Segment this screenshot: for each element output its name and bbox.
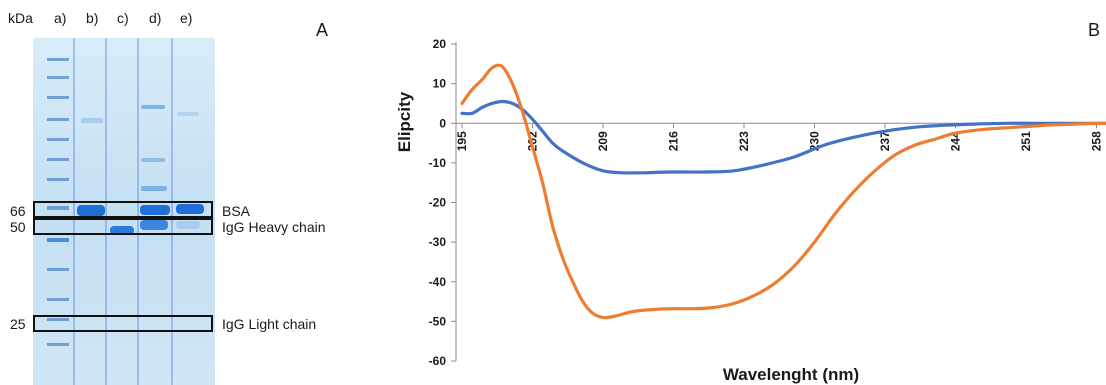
- gel-image: [33, 38, 215, 385]
- lane-header-a: a): [54, 10, 67, 26]
- y-tick-label: -30: [429, 235, 447, 249]
- series-blue-line: [460, 99, 1106, 175]
- lane-header-b: b): [86, 10, 99, 26]
- light-chain-band-box: [33, 315, 213, 332]
- x-tick-label: 244: [949, 131, 963, 151]
- x-tick-label: 237: [878, 131, 892, 151]
- y-tick-label: -60: [429, 354, 447, 368]
- marker-50: 50: [10, 219, 26, 235]
- y-tick-label: 10: [433, 77, 447, 91]
- x-tick-label: 251: [1019, 131, 1033, 151]
- label-igg-heavy-chain: IgG Heavy chain: [222, 219, 326, 235]
- lane-header-d: d): [149, 10, 162, 26]
- x-tick-label: 223: [737, 131, 751, 151]
- x-tick-label: 258: [1090, 131, 1104, 151]
- y-tick-label: -20: [429, 196, 447, 210]
- lane-header-kda: kDa: [8, 10, 33, 26]
- heavy-chain-band-box: [33, 218, 213, 235]
- bsa-band-box: [33, 201, 213, 218]
- y-tick-label: -10: [429, 156, 447, 170]
- marker-25: 25: [10, 316, 26, 332]
- panel-letter-b: B: [1088, 20, 1101, 40]
- x-tick-label: 195: [455, 131, 469, 151]
- lane-header-c: c): [117, 10, 129, 26]
- label-igg-light-chain: IgG Light chain: [222, 316, 317, 332]
- label-bsa: BSA: [222, 203, 251, 219]
- cd-spectrum-chart: Elipcity Wavelenght (nm) 20 10 0 -10 -20 -30 -…: [395, 37, 1106, 384]
- x-tick-label: 209: [596, 131, 610, 151]
- marker-66: 66: [10, 203, 26, 219]
- y-tick-label: 0: [439, 116, 446, 130]
- y-axis-label: Elipcity: [395, 91, 414, 152]
- x-axis-label: Wavelenght (nm): [723, 365, 859, 384]
- y-tick-label: 20: [433, 37, 447, 51]
- y-tick-label: -40: [429, 275, 447, 289]
- panel-letter-a: A: [316, 20, 329, 40]
- y-tick-label: -50: [429, 314, 447, 328]
- series-orange-line: [460, 63, 1106, 320]
- x-tick-label: 216: [667, 131, 681, 151]
- lane-header-e: e): [180, 10, 193, 26]
